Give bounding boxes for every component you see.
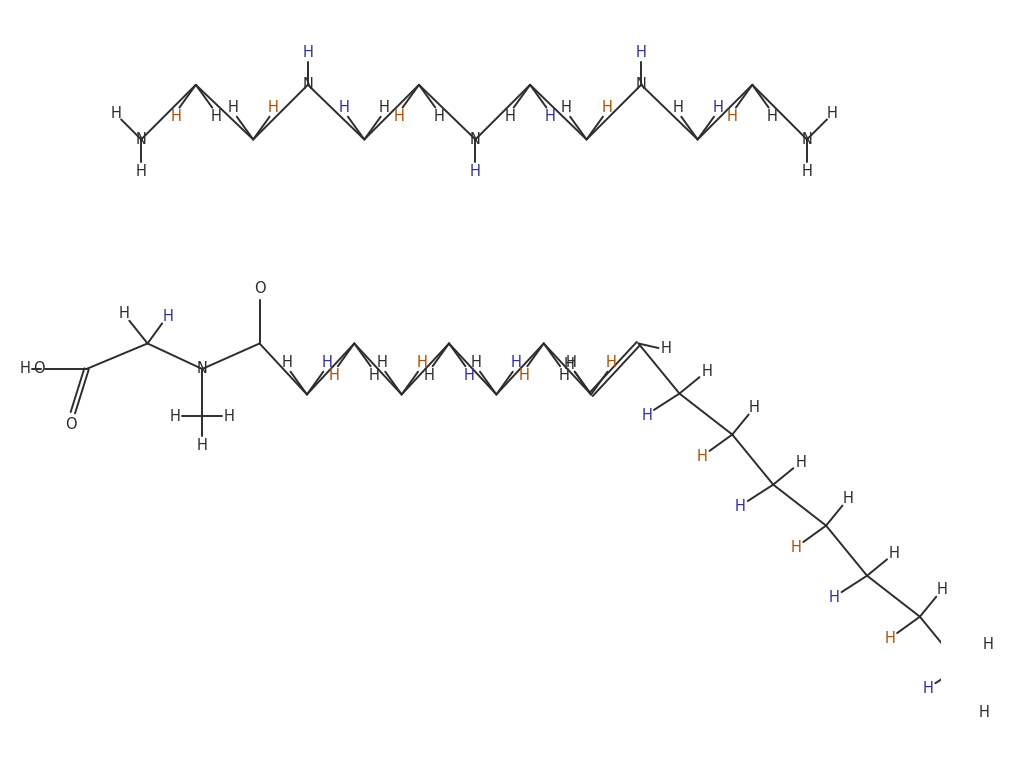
Text: H: H [369, 368, 380, 383]
Text: H: H [827, 106, 838, 122]
Text: N: N [303, 78, 313, 92]
Text: H: H [1032, 728, 1033, 742]
Text: H: H [519, 368, 529, 383]
Text: H: H [162, 308, 173, 324]
Text: H: H [843, 491, 853, 506]
Text: H: H [605, 355, 617, 370]
Text: H: H [790, 540, 802, 555]
Text: H: H [936, 582, 947, 597]
Text: H: H [135, 164, 147, 179]
Text: H: H [660, 340, 671, 356]
Text: H: H [697, 449, 708, 464]
Text: H: H [641, 408, 652, 423]
Text: H: H [544, 109, 556, 124]
Text: N: N [635, 78, 647, 92]
Text: H: H [119, 306, 129, 321]
Text: H: H [672, 100, 683, 115]
Text: N: N [470, 132, 480, 147]
Text: H: H [211, 109, 221, 124]
Text: H: H [828, 590, 840, 605]
Text: H: H [795, 455, 806, 470]
Text: H: H [712, 100, 723, 115]
Text: H: H [376, 355, 387, 370]
Text: N: N [135, 132, 147, 147]
Text: H: H [303, 46, 313, 60]
Text: H: H [394, 109, 404, 124]
Text: H: H [727, 109, 738, 124]
Text: N: N [802, 132, 812, 147]
Text: H: H [328, 368, 340, 383]
Text: H: H [281, 355, 292, 370]
Text: H: H [470, 164, 480, 179]
Text: H: H [339, 100, 350, 115]
Text: H: H [701, 364, 712, 379]
Text: H: H [471, 355, 481, 370]
Text: O: O [65, 417, 76, 432]
Text: H: H [889, 546, 900, 561]
Text: H: H [749, 400, 759, 415]
Text: H: H [564, 357, 574, 372]
Text: H: H [268, 100, 279, 115]
Text: H: H [20, 361, 31, 377]
Text: H: H [424, 368, 435, 383]
Text: H: H [416, 355, 427, 370]
Text: H: H [504, 109, 515, 124]
Text: H: H [169, 409, 181, 424]
Text: H: H [558, 368, 569, 383]
Text: H: H [978, 704, 989, 720]
Text: H: H [982, 637, 994, 653]
Text: H: H [464, 368, 474, 383]
Text: H: H [170, 109, 181, 124]
Text: H: H [321, 355, 333, 370]
Text: N: N [196, 361, 208, 377]
Text: O: O [33, 361, 45, 377]
Text: H: H [635, 46, 647, 60]
Text: H: H [566, 355, 576, 370]
Text: H: H [196, 438, 208, 453]
Text: H: H [511, 355, 522, 370]
Text: H: H [224, 409, 234, 424]
Text: O: O [254, 281, 265, 296]
Text: H: H [434, 109, 444, 124]
Text: H: H [111, 106, 121, 122]
Text: H: H [601, 100, 612, 115]
Text: H: H [922, 681, 934, 696]
Text: H: H [802, 164, 812, 179]
Text: H: H [379, 100, 389, 115]
Text: H: H [884, 631, 896, 646]
Text: H: H [735, 499, 746, 514]
Text: H: H [766, 109, 778, 124]
Text: H: H [227, 100, 239, 115]
Text: H: H [561, 100, 572, 115]
